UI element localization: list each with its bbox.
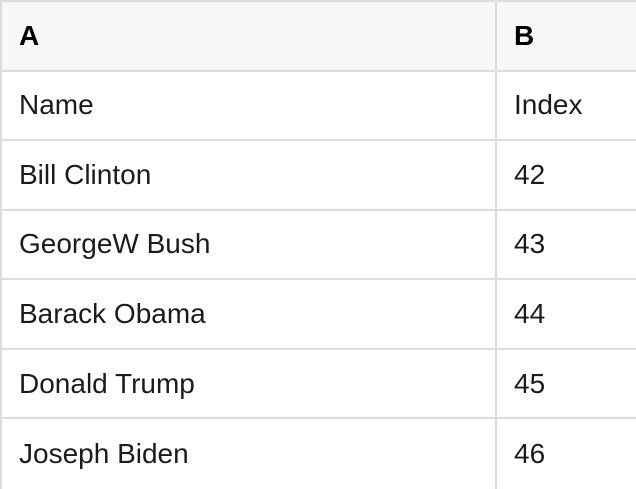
cell-a6[interactable]: Joseph Biden	[2, 419, 497, 489]
cell-b4[interactable]: 44	[497, 280, 636, 350]
cell-a5[interactable]: Donald Trump	[2, 349, 497, 420]
cell-b1[interactable]: Index	[497, 72, 636, 142]
cell-a3[interactable]: GeorgeW Bush	[2, 210, 497, 281]
cell-b3[interactable]: 43	[497, 211, 636, 281]
cell-b5[interactable]: 45	[497, 350, 636, 420]
cell-a2[interactable]: Bill Clinton	[2, 141, 497, 211]
cell-b2[interactable]: 42	[497, 141, 636, 211]
cell-a4[interactable]: Barack Obama	[2, 280, 497, 350]
column-header-b[interactable]: B	[497, 2, 636, 72]
cell-a1[interactable]: Name	[2, 71, 497, 142]
column-header-a[interactable]: A	[2, 2, 497, 72]
cell-b6[interactable]: 46	[514, 438, 546, 470]
